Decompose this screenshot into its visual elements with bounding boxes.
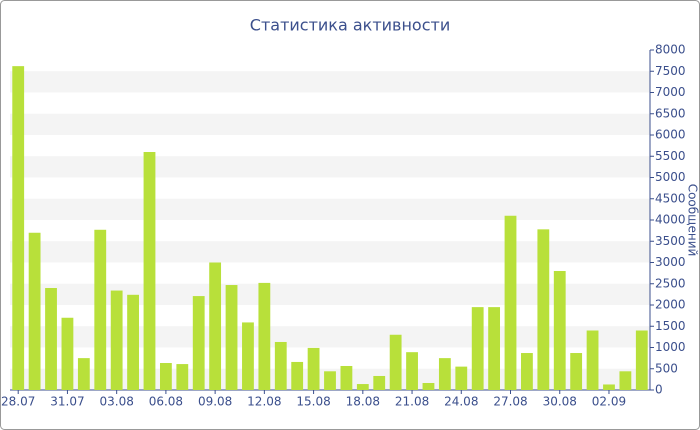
y-tick-label: 3500 — [655, 234, 686, 248]
grid-band — [10, 198, 650, 220]
y-tick-label: 1500 — [655, 319, 686, 333]
bar — [422, 382, 435, 390]
bar — [307, 347, 320, 390]
bar — [159, 363, 172, 390]
bar — [504, 215, 517, 390]
grid-band — [10, 241, 650, 263]
bar — [438, 358, 451, 390]
bar — [603, 384, 615, 390]
y-tick-label: 4500 — [655, 191, 686, 205]
bar — [455, 366, 468, 390]
bar — [192, 296, 205, 390]
bar — [488, 307, 501, 390]
x-tick-label: 02.09 — [592, 395, 626, 409]
y-axis-title: Сообщений — [686, 184, 700, 257]
bar — [110, 290, 123, 390]
x-tick-label: 31.07 — [50, 395, 84, 409]
y-tick-label: 6500 — [655, 106, 686, 120]
bar — [570, 353, 583, 390]
bar — [209, 262, 222, 390]
bar — [61, 317, 74, 390]
bar — [406, 352, 418, 390]
y-tick-label: 1000 — [655, 340, 686, 354]
x-tick-label: 18.08 — [346, 395, 380, 409]
bar — [356, 384, 369, 390]
bar — [635, 330, 648, 390]
y-tick-label: 7000 — [655, 85, 686, 99]
grid-band — [10, 156, 650, 178]
bar — [45, 288, 57, 390]
bar — [225, 285, 238, 390]
grid-band — [10, 283, 650, 305]
x-tick-label: 12.08 — [247, 395, 281, 409]
y-tick-label: 7500 — [655, 64, 686, 78]
bar — [521, 353, 533, 390]
bar — [586, 330, 599, 390]
bar — [471, 307, 484, 390]
bar — [537, 229, 550, 390]
y-tick-label: 500 — [655, 361, 678, 375]
y-tick-label: 0 — [655, 383, 663, 397]
y-tick-label: 3000 — [655, 255, 686, 269]
x-tick-label: 21.08 — [395, 395, 429, 409]
bar — [12, 66, 25, 391]
y-tick-label: 5000 — [655, 170, 686, 184]
x-tick-label: 28.07 — [1, 395, 35, 409]
y-tick-label: 2000 — [655, 298, 686, 312]
bar — [28, 232, 41, 390]
bar — [340, 365, 353, 390]
grid-band — [10, 113, 650, 135]
bar — [176, 364, 189, 390]
bar — [77, 358, 90, 390]
bar — [619, 371, 632, 390]
bar — [274, 341, 287, 390]
bar — [373, 375, 386, 390]
bar — [242, 322, 254, 390]
bar — [389, 334, 402, 390]
x-tick-label: 03.08 — [99, 395, 133, 409]
bar — [324, 371, 336, 390]
bar — [291, 361, 304, 390]
y-tick-label: 2500 — [655, 276, 686, 290]
x-tick-label: 15.08 — [296, 395, 330, 409]
y-tick-label: 8000 — [655, 43, 686, 57]
bar — [127, 294, 139, 390]
y-tick-label: 6000 — [655, 128, 686, 142]
x-tick-label: 06.08 — [149, 395, 183, 409]
chart-title: Статистика активности — [250, 16, 450, 35]
y-tick-label: 5500 — [655, 149, 686, 163]
x-tick-label: 24.08 — [444, 395, 478, 409]
bar — [94, 229, 107, 390]
bar — [258, 282, 271, 390]
y-tick-label: 4000 — [655, 213, 686, 227]
x-tick-label: 30.08 — [543, 395, 577, 409]
grid-band — [10, 71, 650, 93]
bar — [553, 271, 566, 390]
x-tick-label: 09.08 — [198, 395, 232, 409]
x-tick-label: 27.08 — [493, 395, 527, 409]
bar — [143, 152, 156, 390]
